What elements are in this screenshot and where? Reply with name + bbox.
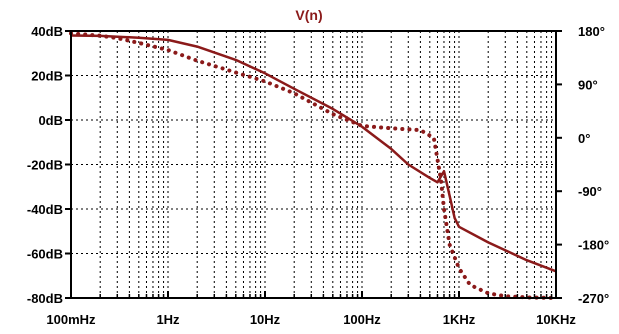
label-layer: 100mHz 1Hz 10Hz 100Hz 1KHz 10KHz 40dB 20dB 0dB -2…: [27, 24, 609, 327]
y-right-tick-label: 0°: [578, 131, 590, 146]
y-left-tick-label: 0dB: [38, 113, 63, 128]
x-tick-label: 100mHz: [46, 312, 96, 327]
magnitude-trace: [70, 34, 557, 273]
y-right-tick-label: -180°: [578, 238, 609, 253]
y-left-tick-label: -60dB: [27, 247, 63, 262]
phase-trace: [69, 31, 558, 300]
y-left-tick-label: -20dB: [27, 158, 63, 173]
y-left-tick-label: 20dB: [31, 69, 63, 84]
x-tick-label: 10Hz: [250, 312, 281, 327]
grid-layer: [71, 31, 556, 298]
chart-title: V(n): [295, 7, 322, 23]
x-tick-label: 100Hz: [343, 312, 381, 327]
y-left-tick-label: -40dB: [27, 202, 63, 217]
y-right-tick-label: 180°: [578, 24, 605, 39]
y-right-tick-label: -270°: [578, 291, 609, 306]
plot-frame: [70, 30, 557, 299]
axis-layer: [65, 30, 562, 299]
series-layer: [69, 31, 558, 300]
y-left-tick-label: -80dB: [27, 291, 63, 306]
y-right-tick-label: -90°: [578, 184, 602, 199]
x-tick-label: 10KHz: [536, 312, 576, 327]
x-tick-label: 1KHz: [443, 312, 476, 327]
x-tick-label: 1Hz: [156, 312, 180, 327]
y-right-tick-label: 90°: [578, 77, 598, 92]
y-left-tick-label: 40dB: [31, 24, 63, 39]
